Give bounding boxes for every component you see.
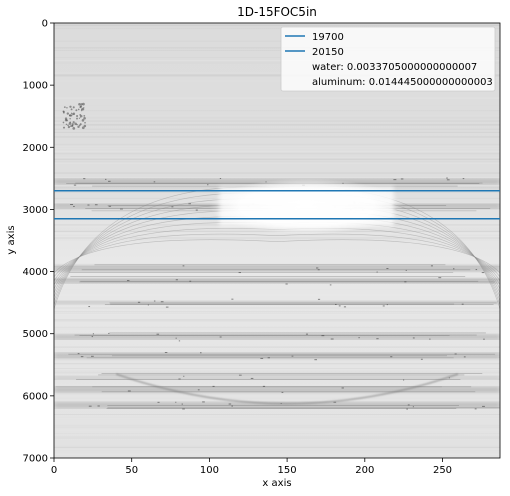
legend: 19700 20150 water: 0.0033705000000000007… — [280, 26, 496, 92]
x-axis-label: x axis — [262, 478, 291, 489]
y-axis-label: y axis — [6, 225, 17, 254]
legend-box — [280, 26, 496, 92]
y-tick-label: 3000 — [23, 205, 48, 216]
legend-entry-aluminum: aluminum: 0.014445000000000003 — [312, 77, 493, 88]
y-tick-label: 4000 — [23, 267, 48, 278]
legend-entry-water: water: 0.0033705000000000007 — [312, 62, 477, 73]
plot-frame — [53, 22, 501, 459]
y-tick-label: 6000 — [23, 391, 48, 402]
x-tick-label: 250 — [433, 465, 452, 476]
y-tick-label: 5000 — [23, 329, 48, 340]
x-tick-label: 50 — [125, 465, 138, 476]
x-tick-label: 0 — [51, 465, 57, 476]
legend-entry-20150: 20150 — [312, 47, 344, 58]
legend-entry-19700: 19700 — [312, 32, 344, 43]
y-tick-label: 0 — [42, 19, 48, 30]
y-tick-label: 1000 — [23, 81, 48, 92]
x-tick-label: 200 — [355, 465, 374, 476]
chart-title: 1D-15FOC5in — [237, 5, 317, 19]
y-tick-label: 7000 — [23, 454, 48, 465]
y-tick-label: 2000 — [23, 143, 48, 154]
x-tick-label: 100 — [200, 465, 219, 476]
x-tick-label: 150 — [278, 465, 297, 476]
